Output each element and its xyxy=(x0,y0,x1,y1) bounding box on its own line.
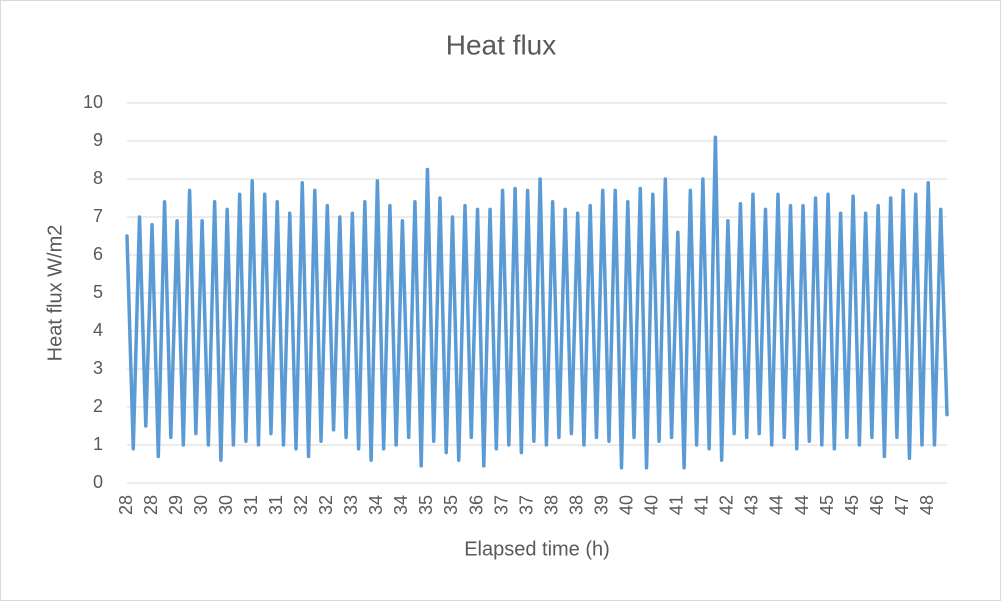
x-tick-label: 33 xyxy=(341,495,361,515)
y-tick-label: 1 xyxy=(93,434,103,454)
x-tick-label: 32 xyxy=(316,495,336,515)
y-tick-label: 4 xyxy=(93,320,103,340)
x-tick-label: 42 xyxy=(717,495,737,515)
y-tick-label: 3 xyxy=(93,358,103,378)
x-tick-label: 29 xyxy=(166,495,186,515)
x-tick-label: 44 xyxy=(767,495,787,515)
x-tick-label: 45 xyxy=(817,495,837,515)
y-tick-label: 8 xyxy=(93,168,103,188)
y-tick-label: 5 xyxy=(93,282,103,302)
x-tick-label: 48 xyxy=(917,495,937,515)
x-tick-label: 37 xyxy=(516,495,536,515)
y-tick-label: 7 xyxy=(93,206,103,226)
x-tick-label: 43 xyxy=(742,495,762,515)
x-tick-label: 44 xyxy=(792,495,812,515)
y-tick-label: 0 xyxy=(93,472,103,492)
x-tick-label: 38 xyxy=(541,495,561,515)
chart-title: Heat flux xyxy=(446,29,557,60)
x-tick-label: 32 xyxy=(291,495,311,515)
x-tick-label: 34 xyxy=(391,495,411,515)
data-line xyxy=(125,135,949,470)
x-tick-label: 38 xyxy=(566,495,586,515)
x-tick-label: 30 xyxy=(191,495,211,515)
x-tick-label: 35 xyxy=(416,495,436,515)
x-tick-label: 41 xyxy=(692,495,712,515)
y-tick-label: 10 xyxy=(83,92,103,112)
x-tick-label: 45 xyxy=(842,495,862,515)
x-tick-label: 41 xyxy=(667,495,687,515)
x-tick-label: 46 xyxy=(867,495,887,515)
x-tick-label: 31 xyxy=(241,495,261,515)
x-tick-label: 36 xyxy=(466,495,486,515)
x-tick-label: 40 xyxy=(617,495,637,515)
y-tick-label: 6 xyxy=(93,244,103,264)
x-tick-label: 39 xyxy=(591,495,611,515)
x-axis-title: Elapsed time (h) xyxy=(464,538,610,560)
x-tick-label: 35 xyxy=(441,495,461,515)
x-tick-label: 40 xyxy=(642,495,662,515)
x-tick-label: 31 xyxy=(266,495,286,515)
x-tick-label: 37 xyxy=(491,495,511,515)
y-axis-title: Heat flux W/m2 xyxy=(44,225,66,362)
y-tick-label: 9 xyxy=(93,130,103,150)
x-tick-label: 28 xyxy=(116,495,136,515)
x-tick-label: 28 xyxy=(141,495,161,515)
x-tick-label: 34 xyxy=(366,495,386,515)
y-tick-label: 2 xyxy=(93,396,103,416)
x-tick-label: 47 xyxy=(892,495,912,515)
x-tick-label: 30 xyxy=(216,495,236,515)
